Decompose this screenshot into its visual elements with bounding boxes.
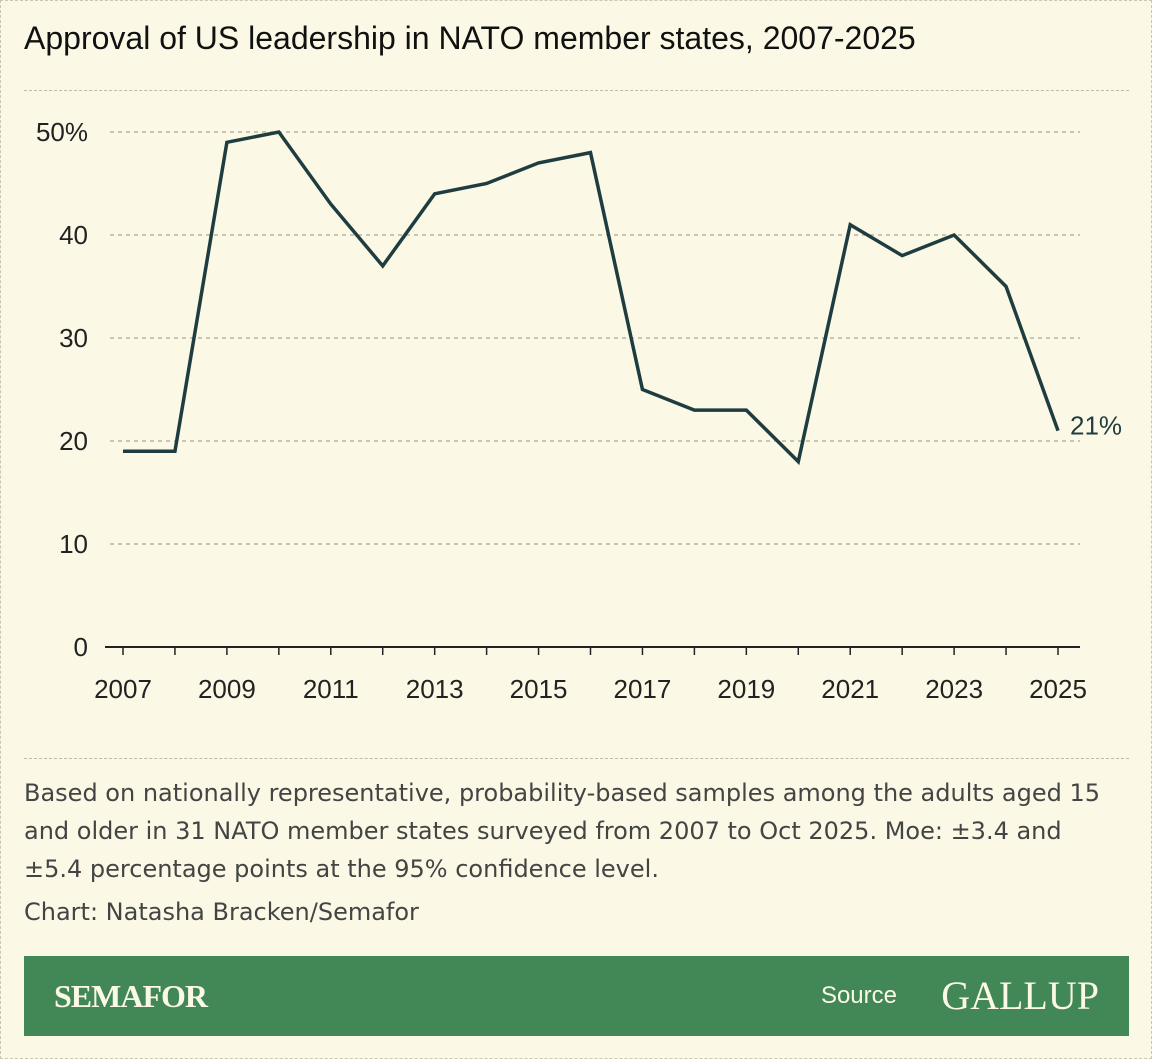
semafor-logo: SEMAFOR — [54, 978, 208, 1014]
x-tick-label: 2015 — [510, 674, 568, 704]
gallup-logo: GALLUP — [941, 973, 1099, 1018]
y-tick-label: 20 — [59, 426, 88, 456]
series-line — [123, 130, 1060, 466]
top-divider — [24, 90, 1129, 91]
source-label: Source — [820, 982, 897, 1009]
x-tick-label: 2023 — [925, 674, 983, 704]
x-tick-label: 2013 — [406, 674, 464, 704]
x-tick-label: 2021 — [821, 674, 879, 704]
end-value-label: 21% — [1070, 411, 1122, 441]
x-tick-label: 2019 — [717, 674, 775, 704]
y-tick-label: 10 — [59, 529, 88, 559]
y-tick-label: 40 — [59, 220, 88, 250]
y-tick-label: 0 — [74, 632, 88, 662]
footer-bar: SEMAFOR Source GALLUP — [24, 956, 1129, 1036]
y-tick-label: 30 — [59, 323, 88, 353]
x-tick-label: 2007 — [94, 674, 152, 704]
chart-note: Based on nationally representative, prob… — [24, 779, 1101, 883]
chart-credit: Chart: Natasha Bracken/Semafor — [24, 898, 419, 926]
x-tick-label: 2009 — [198, 674, 256, 704]
chart-title: Approval of US leadership in NATO member… — [24, 20, 916, 56]
line-chart: 0 10 20 30 40 50% 2007 2009 2011 2013 2015 2017 2019… — [36, 117, 1122, 704]
x-tick-label: 2025 — [1029, 674, 1087, 704]
x-tick-label: 2011 — [303, 674, 359, 704]
x-tick-label: 2017 — [614, 674, 672, 704]
bottom-divider — [24, 758, 1129, 759]
y-tick-label: 50% — [36, 117, 88, 147]
